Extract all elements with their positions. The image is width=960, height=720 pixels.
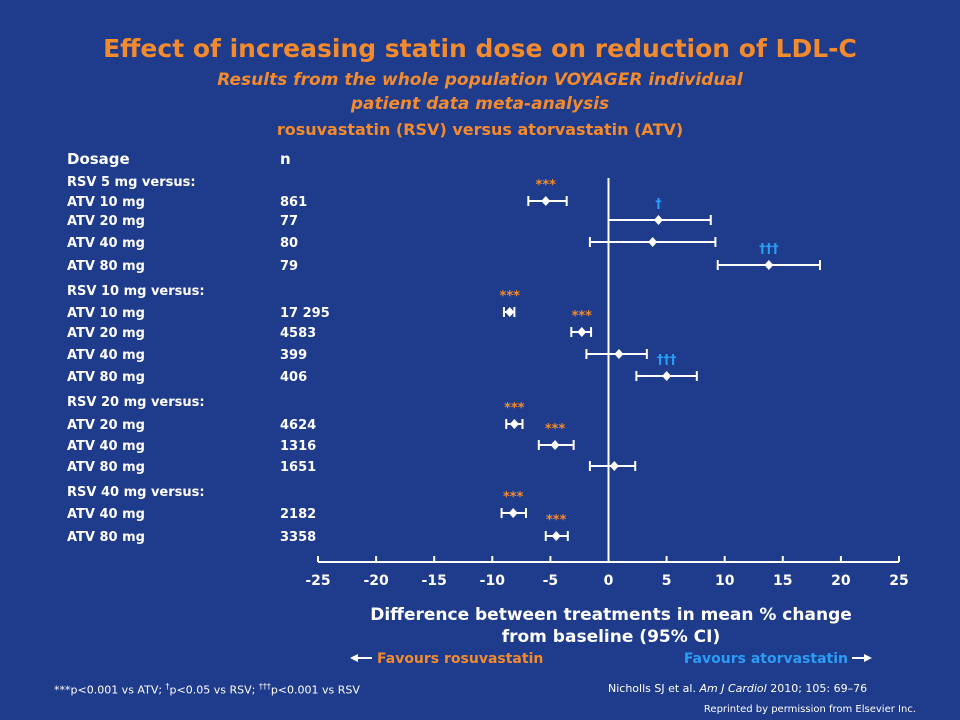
right-arrow-head — [864, 654, 872, 662]
favours-atorvastatin: Favours atorvastatin — [684, 651, 872, 667]
dosage-column-header: Dosage — [67, 150, 130, 168]
n-value: 406 — [280, 370, 307, 385]
x-tick-label: -20 — [363, 573, 389, 589]
citation-journal: Am J Cardiol — [699, 682, 767, 695]
footnote-part1: ***p<0.001 vs ATV; — [54, 683, 166, 697]
significance-marker: ††† — [759, 242, 779, 257]
x-tick-label: 5 — [662, 573, 672, 589]
n-value: 80 — [280, 236, 298, 251]
n-value: 1651 — [280, 460, 316, 475]
group-label: RSV 5 mg versus: — [67, 175, 196, 190]
point-estimate-marker — [662, 371, 672, 381]
comparator-label: ATV 20 mg — [67, 418, 145, 433]
favours-rosuvastatin: Favours rosuvastatin — [350, 651, 543, 667]
significance-marker: *** — [572, 309, 593, 324]
point-estimate-marker — [508, 508, 518, 518]
chart-subtitle-line1: Results from the whole population VOYAGE… — [217, 70, 743, 90]
x-axis-label-line2: from baseline (95% CI) — [502, 627, 721, 647]
n-value: 2182 — [280, 507, 316, 522]
n-value: 3358 — [280, 530, 316, 545]
point-estimate-marker — [577, 327, 587, 337]
point-estimate-marker — [653, 215, 663, 225]
x-axis-label-line1: Difference between treatments in mean % … — [370, 605, 852, 625]
n-value: 861 — [280, 195, 307, 210]
favours-atorvastatin-label: Favours atorvastatin — [684, 651, 848, 667]
comparator-label: ATV 40 mg — [67, 439, 145, 454]
point-estimate-marker — [505, 307, 515, 317]
footnote-part3: p<0.001 vs RSV — [270, 683, 360, 697]
footnote-part2: p<0.05 vs RSV; — [169, 683, 259, 697]
group-label: RSV 40 mg versus: — [67, 485, 205, 500]
n-value: 4624 — [280, 418, 316, 433]
comparator-label: ATV 10 mg — [67, 195, 145, 210]
significance-marker: *** — [536, 178, 557, 193]
comparator-label: ATV 80 mg — [67, 460, 145, 475]
citation: Nicholls SJ et al. Am J Cardiol 2010; 10… — [608, 682, 867, 695]
significance-marker: *** — [503, 490, 524, 505]
reprint-notice: Reprinted by permission from Elsevier In… — [703, 704, 916, 715]
point-estimate-marker — [764, 260, 774, 270]
point-estimate-marker — [551, 531, 561, 541]
x-tick-label: 0 — [604, 573, 614, 589]
significance-marker: *** — [500, 289, 521, 304]
group-label: RSV 20 mg versus: — [67, 395, 205, 410]
point-estimate-marker — [550, 440, 560, 450]
point-estimate-marker — [648, 237, 658, 247]
comparator-label: ATV 40 mg — [67, 236, 145, 251]
significance-marker: ††† — [657, 353, 677, 368]
chart-title: Effect of increasing statin dose on redu… — [103, 34, 857, 63]
footnote-dagger3: ††† — [258, 682, 271, 691]
x-tick-label: -5 — [543, 573, 559, 589]
n-value: 1316 — [280, 439, 316, 454]
x-axis: -25 -20 -15 -10 -5 0 5 10 15 20 25 — [305, 178, 909, 589]
n-value: 4583 — [280, 326, 316, 341]
citation-details: 2010; 105: 69–76 — [766, 682, 868, 695]
comparator-label: ATV 20 mg — [67, 214, 145, 229]
chart-subtitle-line3: rosuvastatin (RSV) versus atorvastatin (… — [276, 120, 684, 139]
comparator-label: ATV 80 mg — [67, 530, 145, 545]
n-value: 79 — [280, 259, 298, 274]
forest-plot: Dosage n RSV 5 mg versus: ATV 10 mg 861 ***… — [67, 150, 909, 667]
x-tick-label: -15 — [422, 573, 447, 589]
group-label: RSV 10 mg versus: — [67, 284, 205, 299]
n-value: 399 — [280, 348, 307, 363]
significance-marker: *** — [546, 513, 567, 528]
x-tick-label: -10 — [480, 573, 506, 589]
point-estimate-marker — [509, 419, 519, 429]
point-estimate-marker — [609, 461, 619, 471]
significance-marker: † — [655, 197, 662, 212]
left-arrow-head — [350, 654, 358, 662]
comparator-label: ATV 40 mg — [67, 348, 145, 363]
favours-rosuvastatin-label: Favours rosuvastatin — [377, 651, 543, 667]
n-value: 17 295 — [280, 306, 330, 321]
point-estimate-marker — [614, 349, 624, 359]
comparator-label: ATV 20 mg — [67, 326, 145, 341]
significance-marker: *** — [545, 422, 566, 437]
chart-subtitle-line2: patient data meta-analysis — [350, 94, 610, 114]
citation-authors: Nicholls SJ et al. — [608, 682, 700, 695]
comparator-label: ATV 80 mg — [67, 370, 145, 385]
footnote-dagger1: † — [165, 682, 170, 691]
comparator-label: ATV 80 mg — [67, 259, 145, 274]
x-tick-label: 15 — [773, 573, 792, 589]
point-estimate-marker — [541, 196, 551, 206]
x-tick-label: 20 — [831, 573, 851, 589]
significance-footnote: ***p<0.001 vs ATV; †p<0.05 vs RSV; †††p<… — [54, 682, 360, 697]
x-tick-label: 10 — [715, 573, 735, 589]
comparator-label: ATV 40 mg — [67, 507, 145, 522]
x-tick-label: 25 — [889, 573, 908, 589]
x-tick-label: -25 — [305, 573, 330, 589]
n-value: 77 — [280, 214, 298, 229]
n-column-header: n — [280, 150, 291, 168]
significance-marker: *** — [504, 401, 525, 416]
rows-layer: RSV 5 mg versus: ATV 10 mg 861 *** ATV 20 mg… — [67, 175, 821, 545]
comparator-label: ATV 10 mg — [67, 306, 145, 321]
